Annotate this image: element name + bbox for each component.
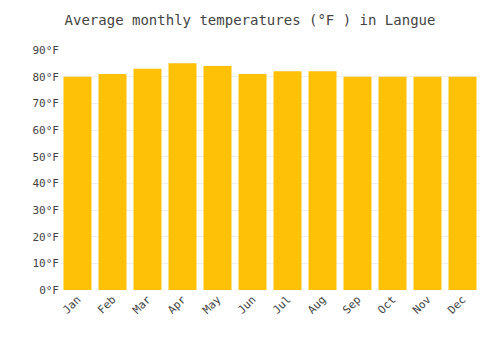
- svg-text:70°F: 70°F: [33, 97, 60, 110]
- svg-text:80°F: 80°F: [33, 71, 60, 84]
- svg-text:May: May: [200, 293, 224, 317]
- svg-text:Dec: Dec: [445, 293, 468, 316]
- svg-text:Apr: Apr: [165, 293, 189, 317]
- svg-text:Average monthly temperatures (: Average monthly temperatures (°F ) in La…: [65, 12, 436, 28]
- svg-text:90°F: 90°F: [33, 44, 60, 57]
- svg-text:40°F: 40°F: [33, 177, 60, 190]
- svg-text:50°F: 50°F: [33, 151, 60, 164]
- svg-text:Jan: Jan: [60, 293, 83, 316]
- svg-text:60°F: 60°F: [33, 124, 60, 137]
- svg-text:Oct: Oct: [375, 293, 398, 316]
- svg-text:Nov: Nov: [410, 293, 434, 317]
- svg-text:Jun: Jun: [235, 293, 258, 316]
- svg-text:Feb: Feb: [95, 293, 118, 316]
- svg-text:20°F: 20°F: [33, 231, 60, 244]
- svg-text:Mar: Mar: [130, 293, 154, 317]
- svg-text:Jul: Jul: [270, 293, 293, 316]
- svg-text:30°F: 30°F: [33, 204, 60, 217]
- svg-text:0°F: 0°F: [39, 284, 59, 297]
- svg-text:10°F: 10°F: [33, 257, 60, 270]
- svg-text:Aug: Aug: [305, 293, 328, 316]
- svg-text:Sep: Sep: [340, 293, 363, 316]
